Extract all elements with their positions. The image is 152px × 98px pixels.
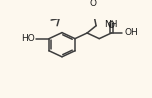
- Text: HO: HO: [21, 34, 35, 43]
- Text: O: O: [108, 21, 115, 30]
- Text: O: O: [90, 0, 97, 8]
- Text: NH: NH: [104, 20, 118, 29]
- Text: OH: OH: [124, 29, 138, 38]
